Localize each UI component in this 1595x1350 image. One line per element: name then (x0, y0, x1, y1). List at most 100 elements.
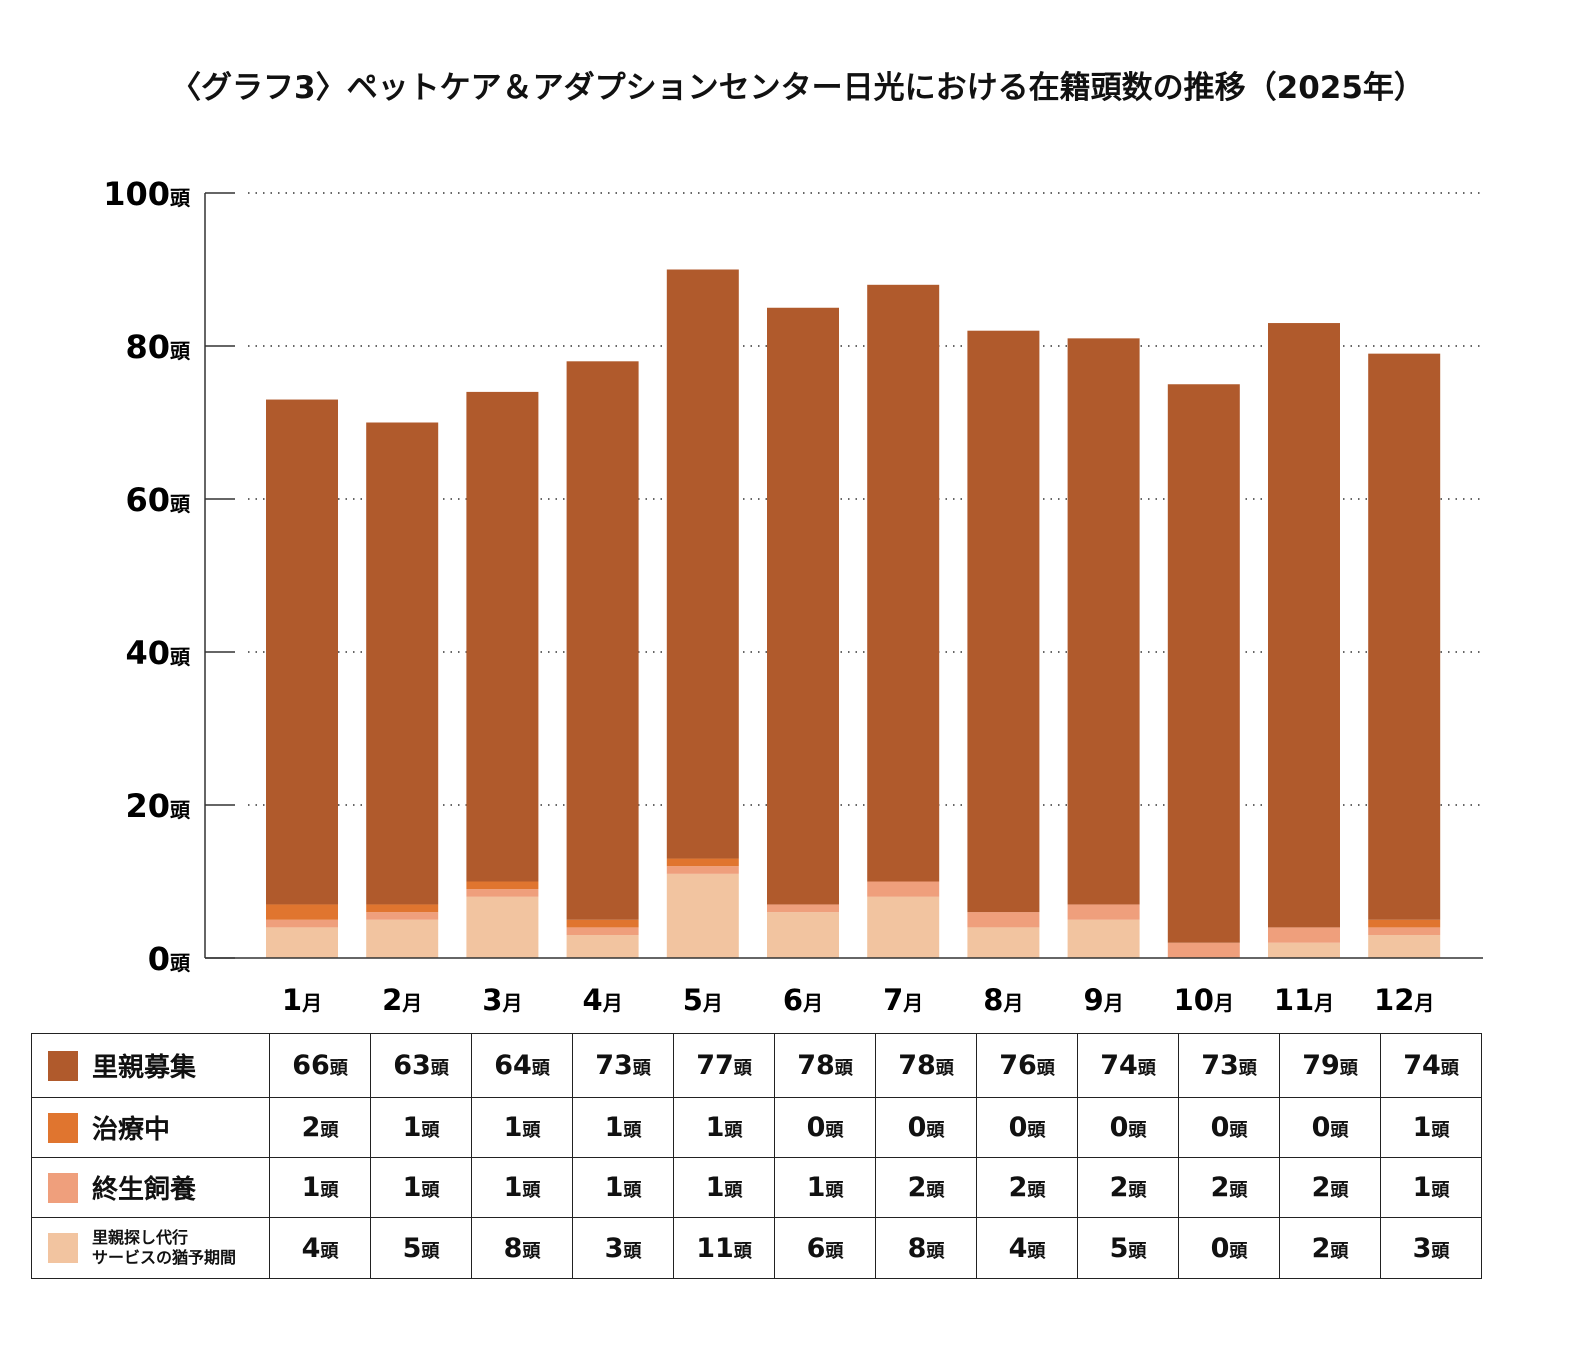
y-tick-label: 60頭 (125, 481, 191, 519)
bar-segment (1067, 919, 1140, 958)
legend-label: 里親探し代行 サービスの猶予期間 (92, 1228, 237, 1267)
table-cell: 77頭 (673, 1033, 775, 1098)
table-cell: 1頭 (370, 1097, 472, 1158)
legend-label: 里親募集 (92, 1053, 197, 1083)
table-cell: 2頭 (1279, 1217, 1381, 1279)
table-cell: 1頭 (1380, 1097, 1482, 1158)
table-cell: 0頭 (1178, 1217, 1280, 1279)
bar-segment (366, 422, 439, 905)
legend-entry: 治療中 (31, 1097, 270, 1158)
x-tick-label: 2月 (382, 983, 422, 1017)
data-table: 里親募集 66頭 63頭 64頭 73頭 77頭 78頭 78頭 76頭 74頭 73頭 79頭 74頭… (31, 1033, 1482, 1279)
table-cell: 1頭 (1380, 1157, 1482, 1218)
bar-segment (566, 927, 639, 936)
table-cell: 0頭 (774, 1097, 876, 1158)
table-cell: 5頭 (370, 1217, 472, 1279)
table-cell: 1頭 (471, 1157, 573, 1218)
bar-segment (466, 881, 539, 890)
table-cell: 2頭 (1178, 1157, 1280, 1218)
table-cell: 2頭 (976, 1157, 1078, 1218)
bar-segment (1167, 384, 1240, 943)
table-cell: 3頭 (1380, 1217, 1482, 1279)
bar-segment (466, 896, 539, 958)
x-tick-label: 12月 (1374, 983, 1434, 1017)
table-row: 里親募集 66頭 63頭 64頭 73頭 77頭 78頭 78頭 76頭 74頭 73頭 79頭 74頭 (31, 1033, 1482, 1098)
bar-segment (867, 896, 940, 958)
x-tick-label: 6月 (783, 983, 823, 1017)
bar-segment (666, 269, 739, 859)
table-cell: 1頭 (572, 1157, 674, 1218)
x-tick-label: 1月 (282, 983, 322, 1017)
bar-segment (666, 866, 739, 874)
table-cell: 76頭 (976, 1033, 1078, 1098)
x-tick-label: 4月 (583, 983, 623, 1017)
table-cell: 2頭 (269, 1097, 371, 1158)
bar-segment (566, 935, 639, 958)
table-cell: 1頭 (673, 1097, 775, 1158)
table-cell: 1頭 (673, 1157, 775, 1218)
bar-segment (666, 858, 739, 867)
bar-segment (266, 904, 338, 920)
bar-segment (466, 889, 539, 897)
bar-segment (1268, 323, 1340, 928)
bar-segment (1368, 935, 1441, 958)
table-cell: 1頭 (774, 1157, 876, 1218)
table-cell: 66頭 (269, 1033, 371, 1098)
bar-segment (1368, 927, 1441, 936)
table-cell: 6頭 (774, 1217, 876, 1279)
bar-segment (767, 904, 839, 913)
legend-swatch (48, 1233, 78, 1263)
table-cell: 4頭 (269, 1217, 371, 1279)
legend-entry: 終生飼養 (31, 1157, 270, 1218)
bar-segment (266, 919, 338, 928)
table-row: 治療中 2頭 1頭 1頭 1頭 1頭 0頭 0頭 0頭 0頭 0頭 0頭 1頭 (31, 1097, 1482, 1158)
table-cell: 74頭 (1380, 1033, 1482, 1098)
bar-segment (1067, 338, 1140, 905)
x-tick-label: 10月 (1174, 983, 1234, 1017)
bar-segment (1368, 353, 1441, 920)
bar-segment (967, 927, 1040, 958)
bar-segment (366, 904, 439, 913)
table-cell: 63頭 (370, 1033, 472, 1098)
table-cell: 0頭 (875, 1097, 977, 1158)
table-cell: 73頭 (572, 1033, 674, 1098)
legend-label: 終生飼養 (92, 1175, 197, 1205)
table-cell: 3頭 (572, 1217, 674, 1279)
bar-segment (1268, 927, 1340, 943)
x-tick-label: 7月 (883, 983, 923, 1017)
table-cell: 8頭 (471, 1217, 573, 1279)
bar-segment (967, 912, 1040, 928)
table-cell: 78頭 (774, 1033, 876, 1098)
bar-segment (1268, 942, 1340, 958)
legend-swatch (48, 1172, 78, 1203)
bar-segment (967, 330, 1040, 913)
bar-segment (767, 307, 839, 905)
legend-swatch (48, 1050, 78, 1081)
bar-segment (266, 399, 338, 905)
table-cell: 1頭 (572, 1097, 674, 1158)
table-cell: 2頭 (875, 1157, 977, 1218)
table-row: 終生飼養 1頭 1頭 1頭 1頭 1頭 1頭 2頭 2頭 2頭 2頭 2頭 1頭 (31, 1157, 1482, 1218)
y-tick-label: 40頭 (125, 634, 191, 672)
table-cell: 8頭 (875, 1217, 977, 1279)
bar-segment (566, 919, 639, 928)
table-cell: 2頭 (1077, 1157, 1179, 1218)
table-cell: 78頭 (875, 1033, 977, 1098)
bar-segment (566, 361, 639, 920)
legend-swatch (48, 1112, 78, 1143)
legend-entry: 里親募集 (31, 1033, 270, 1098)
table-cell: 1頭 (269, 1157, 371, 1218)
y-tick-label: 20頭 (125, 787, 191, 825)
table-cell: 0頭 (1077, 1097, 1179, 1158)
stacked-bar-chart: 0頭 20頭 40頭 60頭 80頭 100頭 1月 2月 3月 4月 5月 6月 7月 8月 9月 10月 1… (103, 175, 1483, 1017)
table-row: 里親探し代行 サービスの猶予期間 4頭 5頭 8頭 3頭 11頭 6頭 8頭 4頭 5頭 0頭 2頭 3頭 (31, 1217, 1482, 1279)
table-cell: 4頭 (976, 1217, 1078, 1279)
table-cell: 0頭 (976, 1097, 1078, 1158)
x-tick-label: 5月 (683, 983, 723, 1017)
table-cell: 5頭 (1077, 1217, 1179, 1279)
x-tick-label: 11月 (1274, 983, 1334, 1017)
table-cell: 64頭 (471, 1033, 573, 1098)
table-cell: 2頭 (1279, 1157, 1381, 1218)
chart-title: 〈グラフ3〉ペットケア＆アダプションセンター日光における在籍頭数の推移（2025… (170, 70, 1425, 106)
bar-segment (1167, 942, 1240, 958)
